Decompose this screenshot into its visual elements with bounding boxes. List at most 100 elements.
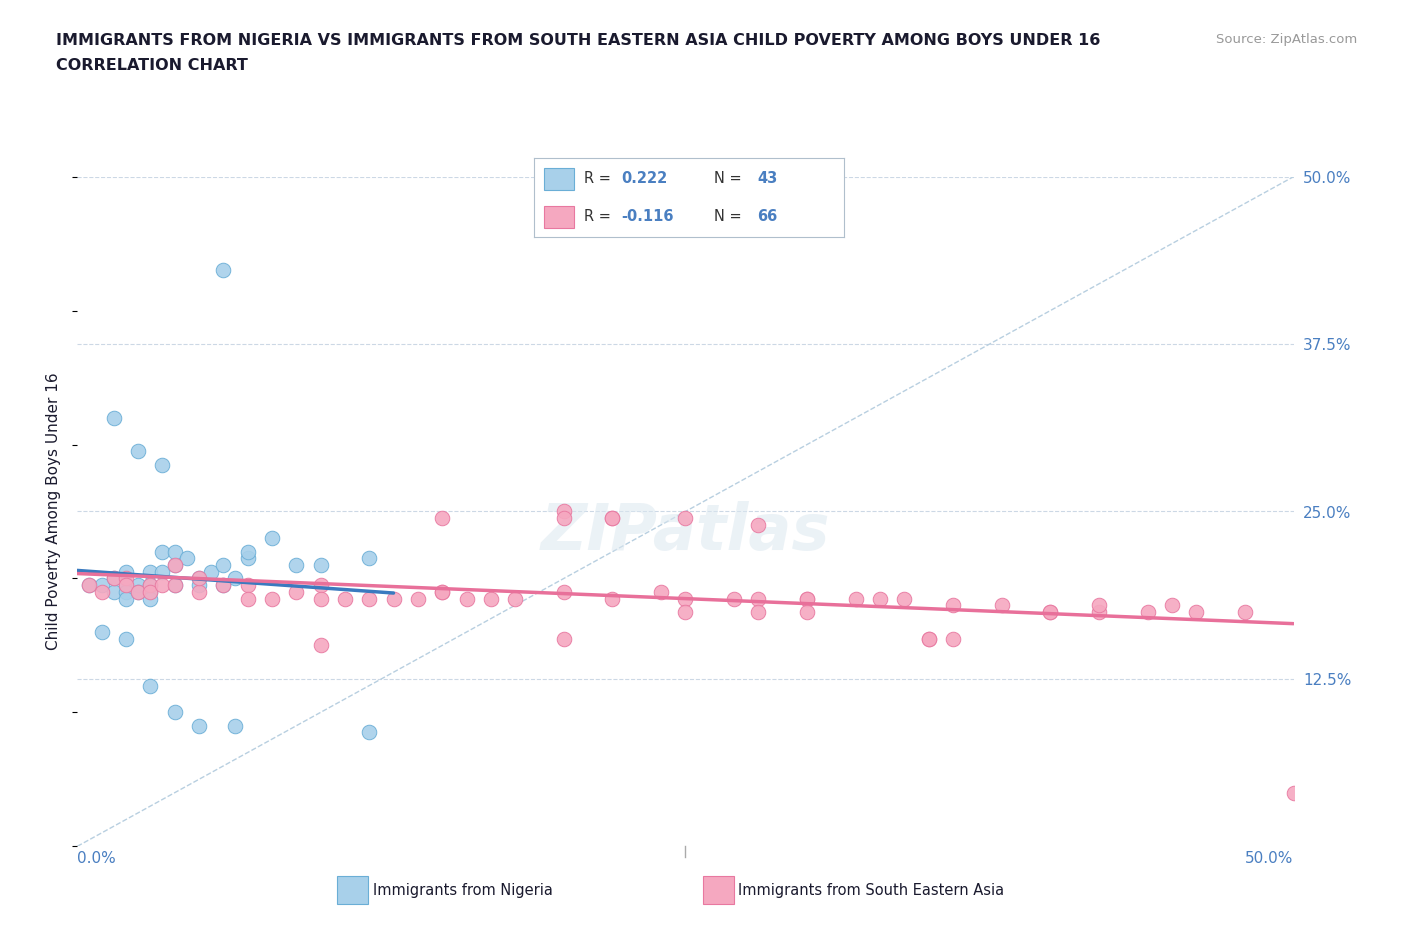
Point: [188, 584, 211, 599]
Point: [139, 591, 162, 606]
Point: [103, 571, 125, 586]
Point: [602, 511, 624, 525]
Point: [723, 591, 745, 606]
Point: [115, 578, 138, 592]
Point: [103, 410, 125, 425]
Point: [188, 571, 211, 586]
Text: 66: 66: [756, 209, 778, 224]
Point: [188, 718, 211, 733]
Point: [893, 591, 915, 606]
Point: [1185, 604, 1208, 619]
Point: [796, 591, 818, 606]
Point: [650, 584, 672, 599]
Point: [406, 591, 429, 606]
Point: [260, 591, 283, 606]
Point: [796, 604, 818, 619]
Point: [163, 705, 186, 720]
Point: [127, 584, 149, 599]
Point: [747, 591, 769, 606]
Text: 0.0%: 0.0%: [77, 851, 117, 866]
Point: [309, 591, 332, 606]
Point: [236, 578, 259, 592]
Point: [212, 558, 235, 573]
Point: [675, 604, 697, 619]
Text: R =: R =: [583, 209, 616, 224]
Text: 50.0%: 50.0%: [1246, 851, 1294, 866]
Point: [90, 578, 112, 592]
Point: [127, 578, 149, 592]
Point: [845, 591, 868, 606]
Point: [90, 625, 112, 640]
Point: [139, 565, 162, 579]
Point: [285, 558, 308, 573]
Text: CORRELATION CHART: CORRELATION CHART: [56, 58, 247, 73]
Point: [115, 584, 138, 599]
Point: [152, 458, 174, 472]
Point: [796, 591, 818, 606]
Point: [103, 571, 125, 586]
Point: [1161, 598, 1184, 613]
Point: [942, 631, 965, 646]
Point: [432, 511, 454, 525]
Text: -0.116: -0.116: [621, 209, 673, 224]
Point: [236, 551, 259, 565]
Point: [918, 631, 941, 646]
Text: ZIPatlas: ZIPatlas: [541, 500, 830, 563]
Point: [188, 578, 211, 592]
Text: Immigrants from South Eastern Asia: Immigrants from South Eastern Asia: [738, 883, 1004, 897]
Point: [260, 531, 283, 546]
Point: [212, 578, 235, 592]
Point: [285, 584, 308, 599]
Point: [456, 591, 478, 606]
Point: [236, 591, 259, 606]
Point: [152, 544, 174, 559]
Point: [139, 584, 162, 599]
Point: [553, 631, 575, 646]
Text: IMMIGRANTS FROM NIGERIA VS IMMIGRANTS FROM SOUTH EASTERN ASIA CHILD POVERTY AMON: IMMIGRANTS FROM NIGERIA VS IMMIGRANTS FR…: [56, 33, 1101, 47]
Point: [990, 598, 1012, 613]
Point: [224, 571, 246, 586]
Point: [139, 578, 162, 592]
Point: [1088, 604, 1111, 619]
Point: [200, 565, 222, 579]
Bar: [544, 206, 575, 228]
Text: R =: R =: [583, 171, 616, 186]
Text: 0.222: 0.222: [621, 171, 666, 186]
Point: [675, 591, 697, 606]
Point: [212, 578, 235, 592]
Point: [103, 584, 125, 599]
Point: [115, 565, 138, 579]
Point: [359, 725, 381, 740]
Point: [163, 558, 186, 573]
Point: [236, 544, 259, 559]
Point: [139, 584, 162, 599]
Point: [163, 544, 186, 559]
Point: [163, 558, 186, 573]
Point: [1136, 604, 1159, 619]
Point: [382, 591, 405, 606]
Point: [152, 565, 174, 579]
Point: [479, 591, 502, 606]
Point: [1233, 604, 1256, 619]
Text: Source: ZipAtlas.com: Source: ZipAtlas.com: [1216, 33, 1357, 46]
Point: [309, 638, 332, 653]
Point: [163, 578, 186, 592]
Point: [139, 678, 162, 693]
Point: [942, 598, 965, 613]
Point: [224, 718, 246, 733]
Y-axis label: Child Poverty Among Boys Under 16: Child Poverty Among Boys Under 16: [46, 373, 62, 650]
Point: [553, 584, 575, 599]
Point: [115, 578, 138, 592]
Point: [747, 517, 769, 532]
Point: [1039, 604, 1062, 619]
Point: [503, 591, 526, 606]
Point: [1039, 604, 1062, 619]
Point: [152, 578, 174, 592]
Point: [333, 591, 356, 606]
Point: [675, 511, 697, 525]
Text: N =: N =: [714, 171, 747, 186]
Point: [1088, 598, 1111, 613]
Text: 43: 43: [756, 171, 778, 186]
Point: [869, 591, 891, 606]
Point: [602, 511, 624, 525]
